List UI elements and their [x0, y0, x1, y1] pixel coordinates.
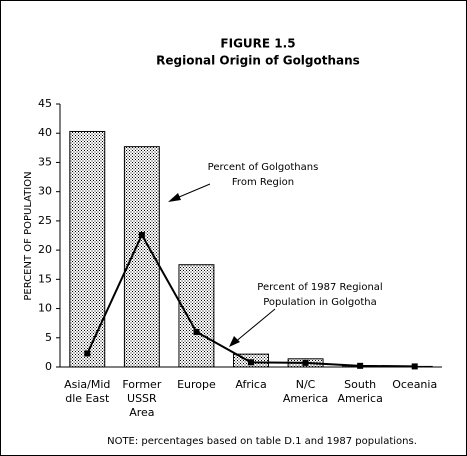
- arrow-head: [229, 336, 240, 347]
- chart-title: FIGURE 1.5: [220, 37, 295, 51]
- marker: [357, 362, 364, 369]
- x-tick-label: USSR: [127, 392, 157, 405]
- x-tick-label: Europe: [177, 378, 216, 391]
- y-tick-label: 15: [38, 272, 52, 285]
- x-tick-label: dle East: [65, 392, 110, 405]
- y-tick-label: 40: [38, 126, 52, 139]
- x-tick-label: Area: [129, 406, 154, 419]
- x-tick-label: Oceania: [392, 378, 437, 391]
- annotation: Percent of Golgothans: [208, 162, 319, 173]
- annotation: From Region: [232, 177, 294, 188]
- y-tick-label: 20: [38, 243, 52, 256]
- annotation-arrow: [233, 308, 276, 344]
- marker: [302, 359, 309, 366]
- y-tick-label: 5: [45, 331, 52, 344]
- y-tick-label: 0: [45, 360, 52, 373]
- marker: [193, 328, 200, 335]
- marker: [248, 359, 254, 366]
- bar: [69, 130, 106, 368]
- x-tick-label: Asia/Mid: [64, 378, 110, 391]
- y-tick-label: 30: [38, 185, 52, 198]
- annotation: Population in Golgotha: [263, 297, 377, 308]
- y-tick-label: 35: [38, 155, 52, 168]
- y-tick-label: 45: [38, 97, 52, 110]
- y-axis-label: PERCENT OF POPULATION: [23, 171, 34, 300]
- y-tick-label: 10: [38, 302, 52, 315]
- annotation: Percent of 1987 Regional: [257, 282, 382, 293]
- x-tick-label: America: [283, 392, 328, 405]
- x-tick-label: Africa: [235, 378, 266, 391]
- x-tick-label: Former: [122, 378, 161, 391]
- x-tick-label: N/C: [296, 378, 316, 391]
- x-tick-label: America: [337, 392, 382, 405]
- bar: [178, 264, 215, 368]
- marker: [84, 350, 91, 357]
- note: NOTE: percentages based on table D.1 and…: [107, 436, 417, 447]
- chart-subtitle: Regional Origin of Golgothans: [156, 54, 360, 68]
- marker: [411, 363, 418, 370]
- marker: [138, 231, 145, 238]
- arrow-head: [168, 193, 181, 202]
- x-tick-label: South: [344, 378, 376, 391]
- y-tick-label: 25: [38, 214, 52, 227]
